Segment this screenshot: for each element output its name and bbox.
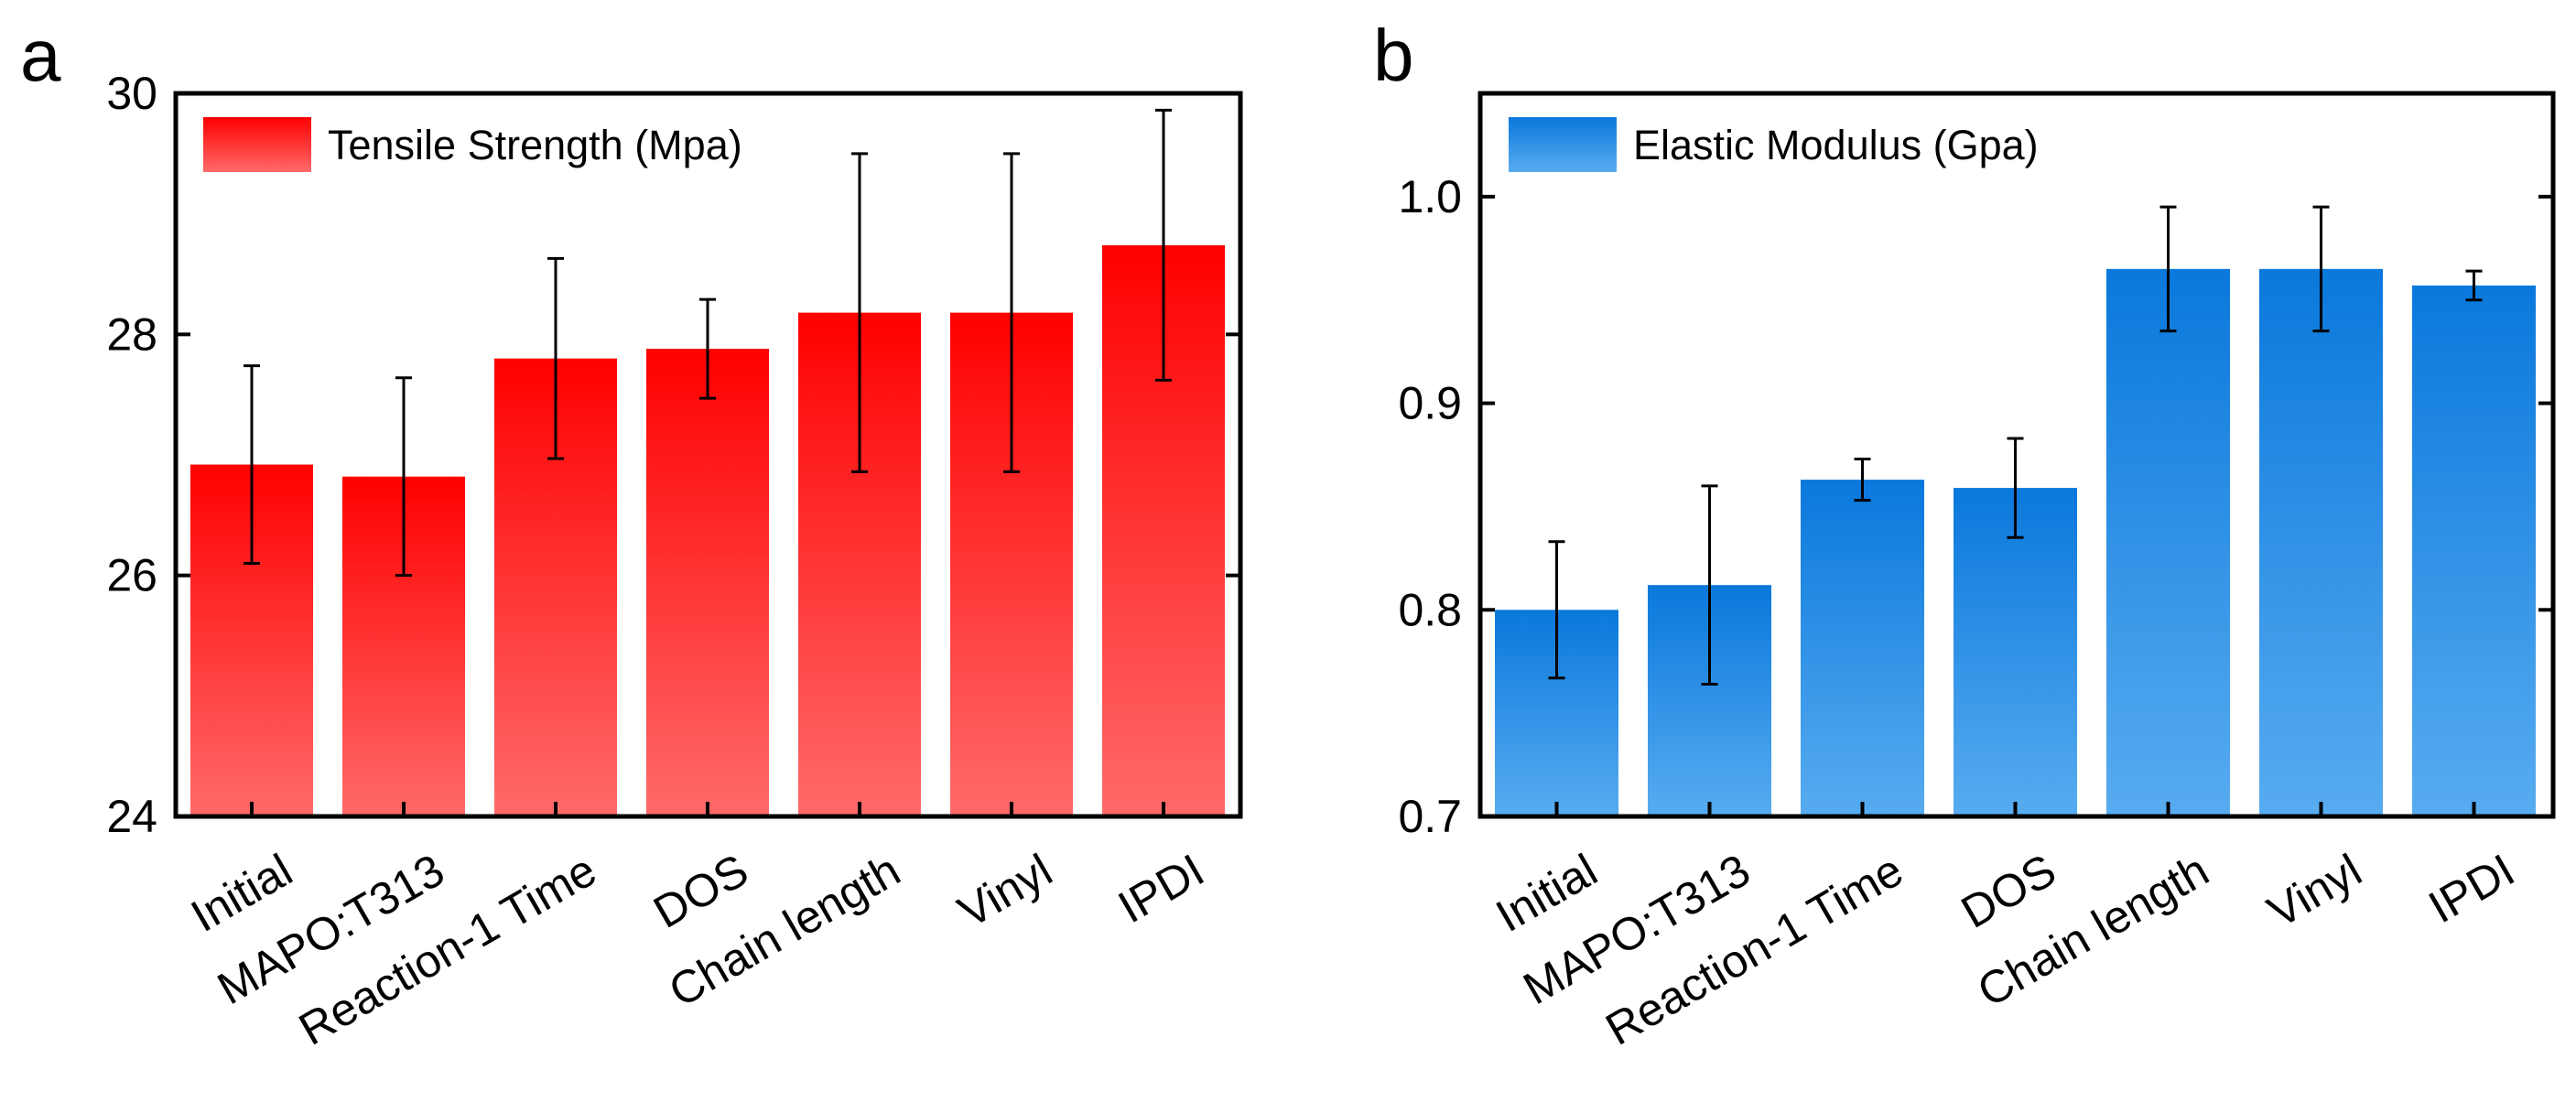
legend-label-a: Tensile Strength (Mpa) bbox=[328, 122, 742, 168]
bar-b-5 bbox=[2106, 268, 2230, 816]
x-label-a-7: IPDI bbox=[1109, 844, 1212, 933]
bars-b bbox=[1495, 268, 2536, 816]
panel-b: b 0.7 0.8 0.9 1.0 InitialMAPO:T313Reaction-… bbox=[1373, 15, 2556, 1055]
error-bar-b-3 bbox=[1854, 458, 1871, 502]
error-bar-a-2 bbox=[395, 376, 412, 578]
y-tick-label-b-2: 0.8 bbox=[1398, 584, 1462, 635]
y-tick-label-a-1: 24 bbox=[106, 791, 157, 842]
x-label-b-7: IPDI bbox=[2420, 844, 2523, 933]
x-label-a-4: DOS bbox=[645, 844, 757, 938]
legend-label-b: Elastic Modulus (Gpa) bbox=[1633, 122, 2039, 168]
error-bar-a-1 bbox=[244, 364, 260, 565]
bar-b-3 bbox=[1801, 480, 1924, 816]
panel-letter-b: b bbox=[1373, 15, 1414, 96]
legend-swatch-a bbox=[203, 117, 311, 172]
y-tick-label-b-3: 0.9 bbox=[1398, 378, 1462, 429]
y-ticks-a: 24 26 28 30 bbox=[106, 68, 1240, 842]
error-bars-b bbox=[1548, 205, 2483, 686]
x-label-b-4: DOS bbox=[1953, 844, 2064, 938]
bar-a-4 bbox=[646, 349, 769, 816]
y-tick-label-a-3: 28 bbox=[106, 308, 157, 360]
bars-a bbox=[190, 244, 1225, 817]
y-tick-label-a-4: 30 bbox=[106, 68, 157, 119]
y-tick-label-b-1: 0.7 bbox=[1398, 791, 1462, 842]
bar-b-7 bbox=[2412, 285, 2536, 816]
y-tick-label-a-2: 26 bbox=[106, 550, 157, 601]
legend-b: Elastic Modulus (Gpa) bbox=[1509, 117, 2039, 172]
x-label-b-6: Vinyl bbox=[2259, 844, 2370, 937]
y-ticks-b: 0.7 0.8 0.9 1.0 bbox=[1398, 171, 2553, 842]
error-bar-b-6 bbox=[2312, 205, 2330, 333]
error-bar-b-1 bbox=[1548, 540, 1565, 680]
bar-b-6 bbox=[2259, 268, 2383, 816]
error-bar-a-7 bbox=[1155, 108, 1172, 382]
legend-swatch-b bbox=[1509, 117, 1617, 172]
error-bar-b-2 bbox=[1701, 484, 1718, 686]
error-bar-a-3 bbox=[547, 256, 564, 460]
error-bar-b-5 bbox=[2159, 205, 2177, 333]
error-bar-a-5 bbox=[851, 152, 868, 473]
bar-b-4 bbox=[1954, 488, 2077, 816]
panel-letter-a: a bbox=[20, 15, 61, 96]
legend-a: Tensile Strength (Mpa) bbox=[203, 117, 742, 172]
error-bar-a-4 bbox=[699, 297, 716, 400]
error-bar-b-4 bbox=[2007, 437, 2024, 539]
error-bar-a-6 bbox=[1003, 152, 1020, 473]
error-bars-a bbox=[244, 108, 1172, 578]
y-tick-label-b-4: 1.0 bbox=[1398, 171, 1462, 222]
error-bar-b-7 bbox=[2465, 269, 2483, 302]
x-label-a-6: Vinyl bbox=[949, 844, 1060, 937]
